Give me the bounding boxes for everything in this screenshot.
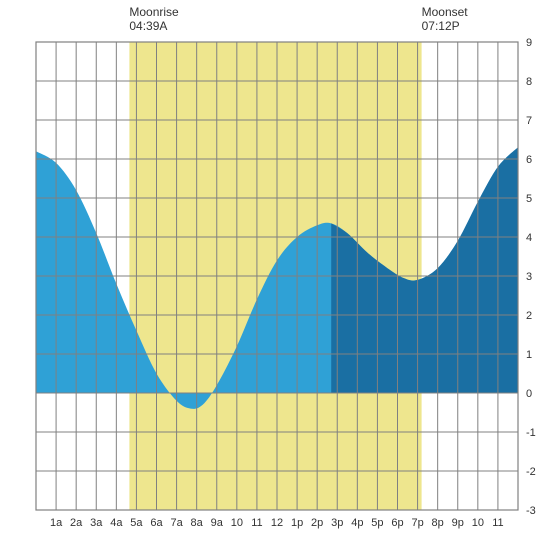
x-tick-label: 1p [291, 517, 303, 529]
y-tick-label: 7 [526, 115, 532, 127]
y-tick-label: 9 [526, 37, 532, 49]
chart-svg: 1a2a3a4a5a6a7a8a9a1011121p2p3p4p5p6p7p8p… [0, 0, 550, 550]
x-tick-label: 5a [130, 517, 143, 529]
y-tick-label: 2 [526, 310, 532, 322]
x-tick-label: 9p [452, 517, 464, 529]
y-tick-label: -1 [526, 427, 536, 439]
y-tick-label: 3 [526, 271, 532, 283]
x-tick-label: 10 [231, 517, 243, 529]
x-tick-label: 4a [110, 517, 123, 529]
x-tick-label: 3p [331, 517, 343, 529]
y-tick-label: -2 [526, 466, 536, 478]
x-tick-label: 6p [391, 517, 403, 529]
x-tick-label: 1a [50, 517, 63, 529]
x-tick-label: 8p [432, 517, 444, 529]
x-tick-label: 2p [311, 517, 323, 529]
x-tick-label: 11 [251, 517, 262, 529]
moonrise-time: 04:39A [129, 19, 167, 33]
x-tick-label: 12 [271, 517, 283, 529]
y-tick-label: 8 [526, 76, 532, 88]
y-tick-label: 4 [526, 232, 532, 244]
y-tick-label: 0 [526, 388, 532, 400]
moonset-label: Moonset [422, 5, 469, 19]
x-tick-label: 6a [150, 517, 163, 529]
y-tick-label: 1 [526, 349, 532, 361]
x-tick-label: 9a [211, 517, 224, 529]
x-tick-label: 5p [371, 517, 383, 529]
y-tick-label: 6 [526, 154, 532, 166]
x-tick-label: 11 [492, 517, 503, 529]
x-tick-label: 10 [472, 517, 484, 529]
tide-chart: 1a2a3a4a5a6a7a8a9a1011121p2p3p4p5p6p7p8p… [0, 0, 550, 550]
x-tick-label: 7a [170, 517, 183, 529]
moonset-time: 07:12P [422, 19, 460, 33]
x-tick-label: 3a [90, 517, 103, 529]
y-tick-label: 5 [526, 193, 532, 205]
x-tick-label: 4p [351, 517, 363, 529]
x-tick-label: 8a [191, 517, 204, 529]
x-tick-label: 2a [70, 517, 83, 529]
y-tick-label: -3 [526, 505, 536, 517]
moonrise-label: Moonrise [129, 5, 179, 19]
x-tick-label: 7p [411, 517, 423, 529]
